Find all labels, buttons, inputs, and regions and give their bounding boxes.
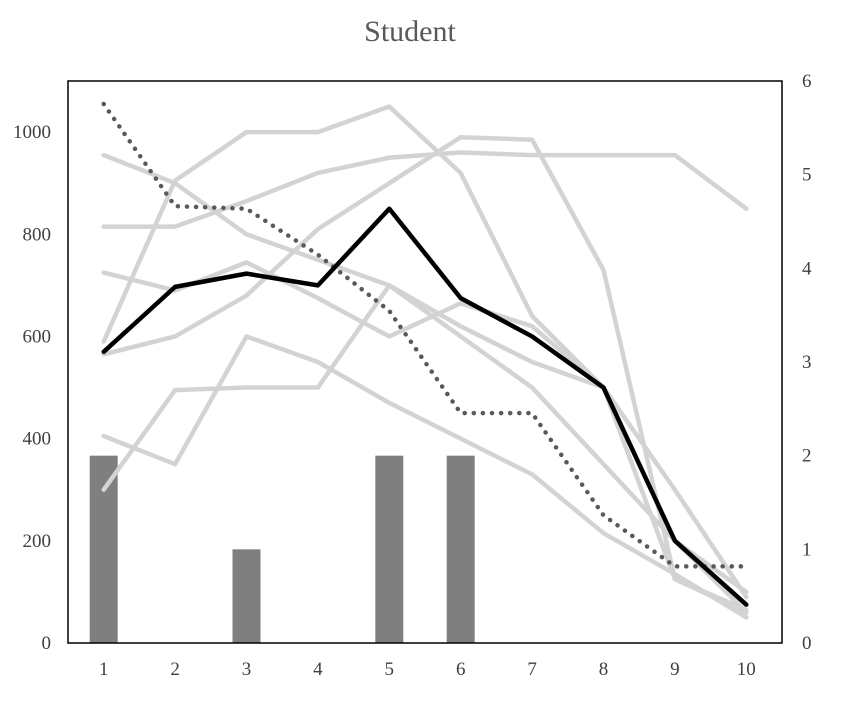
right-tick-label: 5 — [802, 165, 812, 186]
highlight-line-layer — [101, 206, 749, 607]
x-tick-label: 1 — [99, 659, 109, 680]
left-tick-label: 400 — [23, 429, 52, 450]
left-tick-label: 800 — [23, 224, 52, 245]
plot-area-frame — [67, 80, 783, 644]
x-tick-label: 7 — [527, 659, 537, 680]
right-tick-label: 2 — [802, 446, 812, 467]
chart-title: Student — [364, 15, 456, 48]
series-line-s3 — [101, 150, 749, 229]
x-tick-label: 4 — [313, 659, 323, 680]
right-axis-ticks: 0 1 2 3 4 5 6 — [802, 71, 812, 654]
left-axis-ticks: 0 200 400 600 800 1000 — [13, 122, 51, 654]
series-line-s6 — [101, 134, 749, 613]
right-tick-label: 6 — [802, 71, 812, 92]
right-tick-label: 3 — [802, 352, 812, 373]
x-tick-label: 9 — [670, 659, 680, 680]
background-lines-layer — [101, 104, 749, 620]
dotted-line-layer — [101, 101, 749, 569]
left-tick-label: 1000 — [13, 122, 51, 143]
left-tick-label: 200 — [23, 531, 52, 552]
x-tick-label: 10 — [737, 659, 756, 680]
bar-5 — [375, 455, 404, 643]
right-tick-label: 4 — [802, 258, 812, 279]
series-line-s2 — [101, 104, 749, 615]
right-tick-label: 0 — [802, 633, 812, 654]
series-line-student — [101, 206, 749, 607]
series-line-s5 — [101, 260, 749, 600]
series-line-average — [101, 101, 749, 569]
series-line-s1 — [101, 152, 749, 595]
left-tick-label: 0 — [42, 633, 52, 654]
x-tick-label: 6 — [456, 659, 466, 680]
bar-1 — [89, 455, 118, 643]
bar-6 — [446, 455, 475, 643]
right-tick-label: 1 — [802, 539, 812, 560]
bars-layer — [89, 455, 475, 643]
bar-3 — [232, 549, 261, 643]
left-tick-label: 600 — [23, 326, 52, 347]
x-tick-label: 5 — [385, 659, 395, 680]
x-tick-label: 8 — [599, 659, 609, 680]
x-axis-ticks: 1 2 3 4 5 6 7 8 9 10 — [99, 659, 756, 680]
series-line-s4 — [101, 283, 749, 615]
series-line-s7 — [101, 334, 749, 620]
x-tick-label: 2 — [170, 659, 180, 680]
x-tick-label: 3 — [242, 659, 252, 680]
